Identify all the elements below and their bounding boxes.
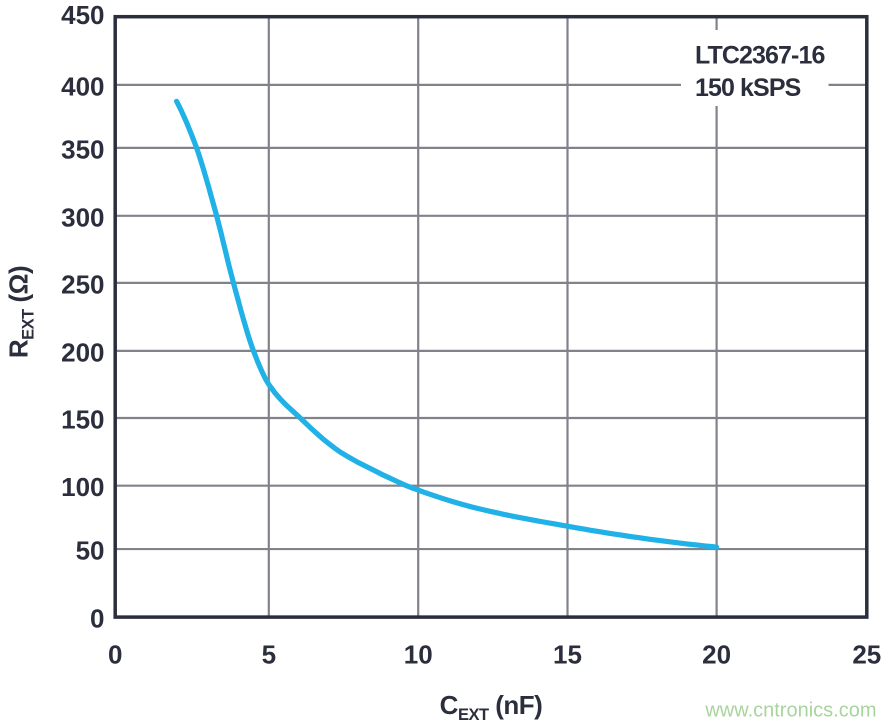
svg-text:10: 10 <box>404 639 433 669</box>
svg-text:250: 250 <box>61 269 104 299</box>
svg-text:REXT (Ω): REXT (Ω) <box>4 266 38 358</box>
svg-text:150: 150 <box>61 405 104 435</box>
svg-text:400: 400 <box>61 71 104 101</box>
svg-text:5: 5 <box>262 639 276 669</box>
svg-text:200: 200 <box>61 337 104 367</box>
svg-text:300: 300 <box>61 202 104 232</box>
svg-text:0: 0 <box>108 639 122 669</box>
svg-text:www.cntronics.com: www.cntronics.com <box>704 700 876 722</box>
svg-text:25: 25 <box>852 639 881 669</box>
svg-text:20: 20 <box>702 639 731 669</box>
svg-text:0: 0 <box>90 604 104 634</box>
svg-text:50: 50 <box>76 536 105 566</box>
svg-text:CEXT (nF): CEXT (nF) <box>440 690 543 724</box>
svg-text:15: 15 <box>553 639 582 669</box>
svg-text:450: 450 <box>61 0 104 30</box>
svg-text:100: 100 <box>61 472 104 502</box>
svg-text:350: 350 <box>61 134 104 164</box>
svg-text:150 kSPS: 150 kSPS <box>695 74 801 102</box>
svg-text:LTC2367-16: LTC2367-16 <box>695 42 825 70</box>
